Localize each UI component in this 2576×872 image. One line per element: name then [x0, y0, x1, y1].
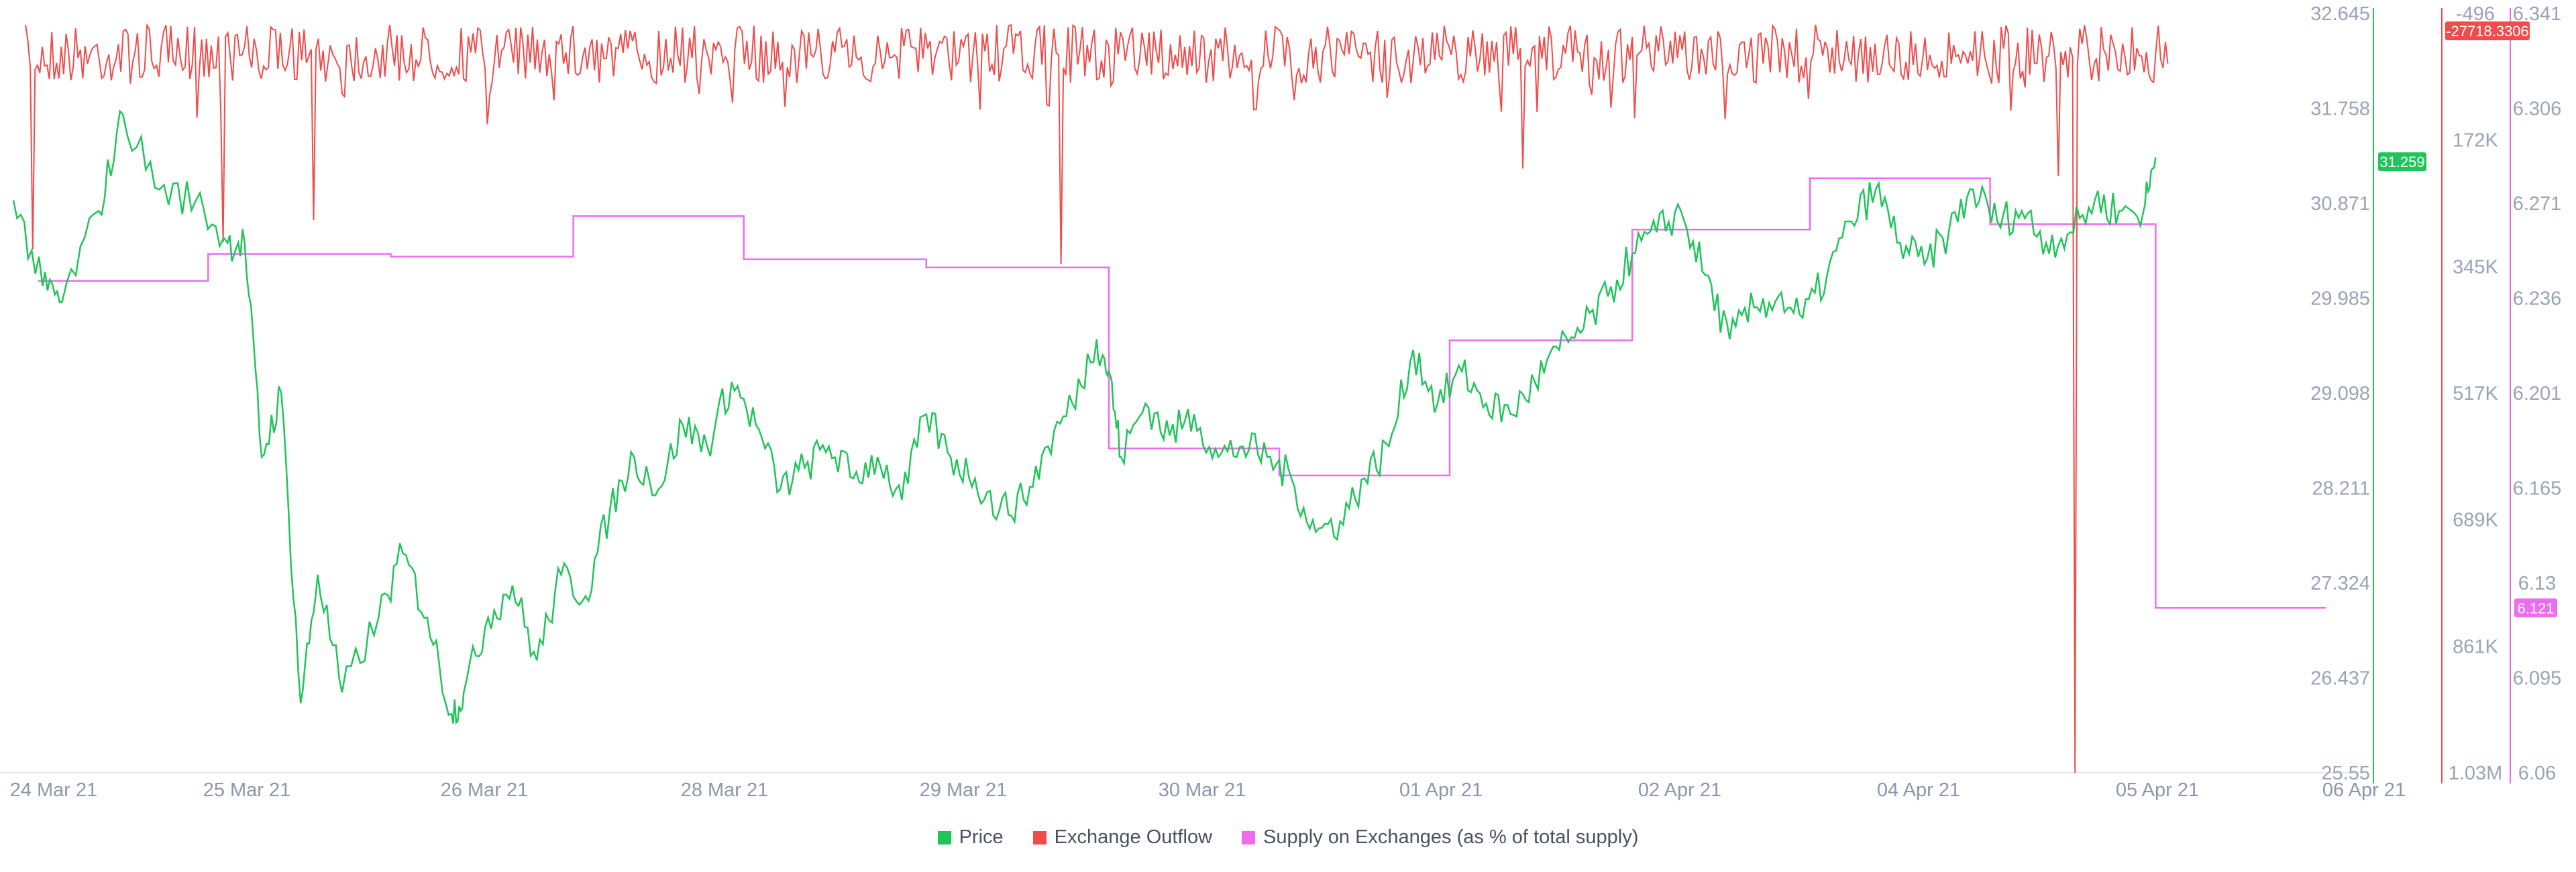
- x-tick-label: 30 Mar 21: [1159, 779, 1246, 801]
- price-tick-label: 28.211: [2312, 478, 2370, 500]
- legend-label-supply: Supply on Exchanges (as % of total suppl…: [1263, 826, 1639, 848]
- x-tick-label: 24 Mar 21: [10, 779, 98, 801]
- price-axis: 32.645 31.758 30.871 29.985 29.098 28.211 27.3…: [2310, 3, 2374, 784]
- supply-line: [38, 177, 2326, 609]
- price-badge-bg: [2378, 152, 2426, 172]
- supply-badge: 6.121: [2514, 598, 2557, 618]
- supply-tick-label: 6.341: [2513, 3, 2562, 25]
- outflow-tick-label: 689K: [2453, 510, 2498, 531]
- x-tick-label: 04 Apr 21: [1877, 779, 1960, 801]
- price-tick-label: 32.645: [2310, 3, 2370, 25]
- supply-tick-label: 6.165: [2513, 478, 2562, 500]
- supply-tick-label: 6.06: [2518, 763, 2556, 784]
- exchange-outflow-series: [25, 23, 2169, 773]
- legend-swatch-supply: [1242, 830, 1256, 844]
- legend-item-price[interactable]: Price: [937, 826, 1004, 849]
- legend-label-exchange-outflow: Exchange Outflow: [1054, 826, 1213, 848]
- supply-tick-label: 6.306: [2513, 99, 2562, 120]
- supply-badge-text: 6.121: [2517, 600, 2554, 616]
- legend-swatch-price: [937, 830, 951, 844]
- supply-badge-bg: [2514, 598, 2557, 618]
- supply-tick-label: 6.271: [2513, 193, 2562, 215]
- price-badge-text: 31.259: [2379, 154, 2424, 170]
- x-tick-label: 29 Mar 21: [920, 779, 1008, 801]
- legend-item-exchange-outflow[interactable]: Exchange Outflow: [1032, 826, 1213, 849]
- price-series: [12, 109, 2157, 724]
- price-tick-label: 25.55: [2321, 763, 2370, 784]
- x-tick-label: 05 Apr 21: [2116, 779, 2199, 801]
- price-tick-label: 29.098: [2310, 383, 2370, 404]
- outflow-tick-label: 172K: [2453, 130, 2498, 152]
- price-tick-label: 27.324: [2310, 573, 2370, 594]
- outflow-badge-bg: [2445, 21, 2530, 40]
- price-tick-label: 30.871: [2310, 193, 2370, 215]
- x-tick-label: 26 Mar 21: [441, 779, 529, 801]
- x-tick-label: 25 Mar 21: [203, 779, 291, 801]
- outflow-badge-text: -27718.3306: [2446, 23, 2529, 40]
- outflow-tick-label: 517K: [2453, 383, 2498, 404]
- exchange-outflow-line: [25, 23, 2169, 773]
- supply-tick-label: 6.201: [2513, 383, 2562, 404]
- price-tick-label: 26.437: [2310, 668, 2370, 690]
- x-tick-label: 02 Apr 21: [1638, 779, 1721, 801]
- outflow-tick-label: 1.03M: [2449, 763, 2503, 784]
- outflow-tick-label: 861K: [2453, 636, 2498, 657]
- supply-series: [38, 177, 2326, 609]
- supply-tick-label: 6.095: [2513, 668, 2562, 690]
- legend-label-price: Price: [959, 826, 1004, 848]
- price-tick-label: 31.758: [2310, 99, 2370, 120]
- x-axis-ticks: 24 Mar 21 25 Mar 21 26 Mar 21 28 Mar 21 29 M…: [10, 779, 2406, 801]
- plot-area: [0, 23, 2361, 773]
- outflow-axis: -496 172K 345K 517K 689K 861K 1.03M: [2441, 3, 2503, 784]
- price-line: [12, 109, 2157, 724]
- chart-legend: Price Exchange Outflow Supply on Exchang…: [0, 826, 2576, 849]
- x-tick-label: 01 Apr 21: [1399, 779, 1483, 801]
- price-tick-label: 29.985: [2310, 288, 2370, 310]
- x-tick-label: 06 Apr 21: [2322, 779, 2406, 801]
- outflow-tick-label: 345K: [2453, 256, 2498, 278]
- legend-item-supply[interactable]: Supply on Exchanges (as % of total suppl…: [1242, 826, 1638, 849]
- supply-tick-label: 6.236: [2513, 288, 2562, 310]
- supply-tick-label: 6.13: [2518, 573, 2556, 594]
- legend-swatch-exchange-outflow: [1032, 830, 1046, 844]
- outflow-tick-label: -496: [2456, 3, 2495, 25]
- x-tick-label: 28 Mar 21: [681, 779, 769, 801]
- supply-axis: 6.341 6.306 6.271 6.236 6.201 6.165 6.13 6.095 6…: [2510, 3, 2561, 784]
- outflow-badge: -27718.3306: [2445, 21, 2530, 40]
- price-badge: 31.259: [2378, 152, 2426, 172]
